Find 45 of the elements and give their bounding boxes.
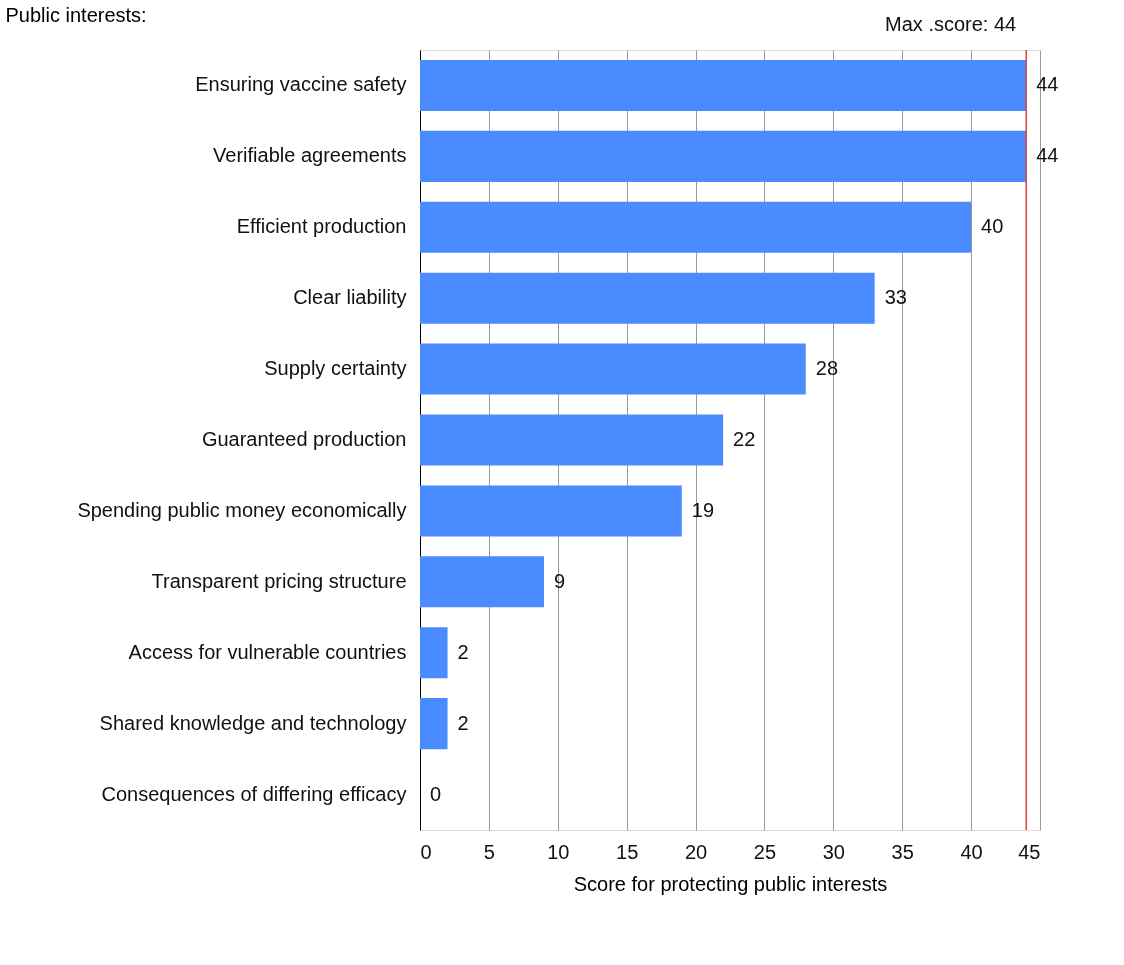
x-tick-label: 5 xyxy=(483,840,495,863)
x-tick-label: 15 xyxy=(616,840,639,863)
y-tick-label: Supply certainty xyxy=(264,357,407,380)
bar xyxy=(420,556,544,608)
data-label: 44 xyxy=(1036,73,1059,96)
bar xyxy=(420,627,448,679)
y-tick-label: Verifiable agreements xyxy=(213,144,407,167)
x-tick-label: 40 xyxy=(960,840,983,863)
bar xyxy=(420,59,1027,111)
y-tick-label: Ensuring vaccine safety xyxy=(195,73,407,96)
data-label: 2 xyxy=(457,640,469,663)
x-tick-label: 0 xyxy=(420,840,432,863)
y-tick-label: Efficient production xyxy=(236,215,407,238)
y-tick-label: Transparent pricing structure xyxy=(151,569,407,592)
data-label: 9 xyxy=(554,569,566,592)
bar xyxy=(420,698,448,750)
y-tick-label: Shared knowledge and technology xyxy=(99,711,407,734)
data-label: 44 xyxy=(1036,144,1059,167)
data-label: 28 xyxy=(815,357,839,380)
y-tick-label: Access for vulnerable countries xyxy=(128,640,407,663)
y-axis-title: Public interests: xyxy=(5,3,147,26)
ref-line-label: Max .score: 44 xyxy=(885,13,1017,35)
data-label: 22 xyxy=(733,428,756,450)
x-tick-label: 30 xyxy=(822,840,845,863)
bar xyxy=(420,414,724,466)
y-tick-label: Consequences of differing efficacy xyxy=(101,782,407,805)
bar xyxy=(420,272,875,324)
x-tick-label: 10 xyxy=(547,840,570,863)
bar xyxy=(420,201,972,253)
x-tick-label: 45 xyxy=(1018,840,1041,863)
data-label: 2 xyxy=(457,711,469,734)
x-tick-label: 25 xyxy=(753,840,777,863)
x-axis-title: Score for protecting public interests xyxy=(573,872,888,895)
bar xyxy=(420,485,682,537)
y-tick-label: Clear liability xyxy=(293,286,407,309)
y-tick-label: Guaranteed production xyxy=(201,428,407,450)
bar xyxy=(420,343,806,395)
data-label: 33 xyxy=(884,286,907,309)
bar xyxy=(420,130,1027,182)
data-label: 40 xyxy=(981,215,1004,238)
y-tick-label: Spending public money economically xyxy=(77,498,407,521)
data-label: 19 xyxy=(691,498,715,521)
x-tick-label: 35 xyxy=(891,840,914,863)
data-label: 0 xyxy=(430,782,442,805)
x-tick-label: 20 xyxy=(684,840,708,863)
